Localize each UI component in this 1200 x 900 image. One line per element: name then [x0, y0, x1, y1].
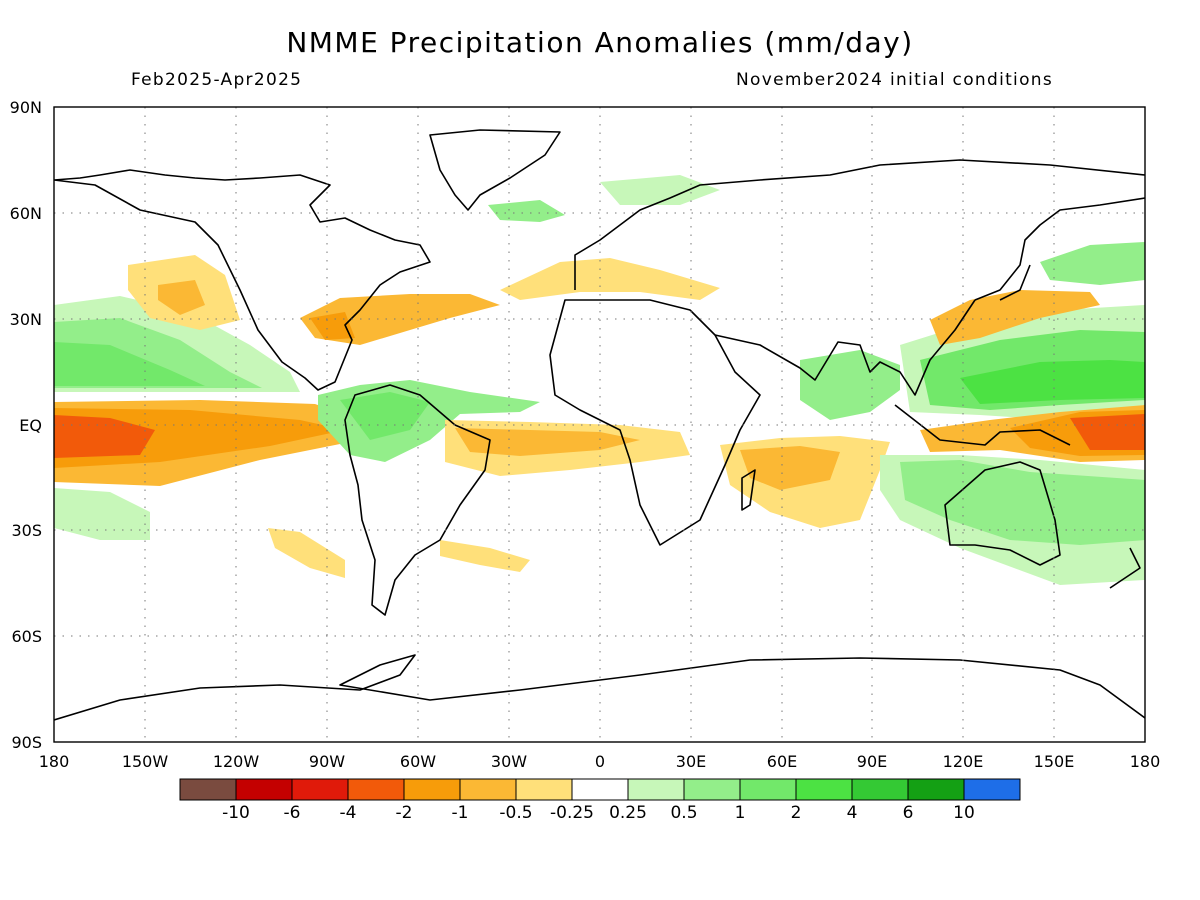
chart-title: NMME Precipitation Anomalies (mm/day)	[286, 26, 914, 59]
wet-region-australia-core	[900, 460, 1145, 545]
colorbar-swatch	[347, 778, 405, 801]
colorbar-swatch	[235, 778, 293, 801]
lat-tick-label: 30N	[10, 310, 42, 329]
colorbar-label: -2	[396, 803, 413, 823]
coast-europe	[574, 159, 1145, 290]
colorbar-label: 0.5	[670, 803, 697, 823]
colorbar-swatch	[907, 778, 965, 801]
latitude-axis: 90N 60N 30N EQ 30S 60S 90S	[10, 98, 42, 752]
lon-tick-label: 30W	[491, 752, 527, 771]
dry-band-atlantic-core	[455, 428, 640, 456]
colorbar-label: 1	[735, 803, 746, 823]
colorbar-label: -10	[222, 803, 250, 823]
lon-tick-label: 180	[1130, 752, 1161, 771]
anomaly-shading	[54, 175, 1145, 585]
coast-north-america	[54, 169, 431, 391]
lon-tick-label: 150E	[1034, 752, 1075, 771]
coast-indonesia	[894, 404, 1071, 446]
coast-japan	[999, 264, 1031, 301]
colorbar-swatch	[683, 778, 741, 801]
coast-greenland	[429, 129, 561, 211]
colorbar-swatch	[291, 778, 349, 801]
colorbar	[179, 778, 1021, 801]
lon-tick-label: 0	[595, 752, 605, 771]
wet-region-nw-pacific	[1040, 242, 1145, 285]
colorbar-swatch	[963, 778, 1021, 801]
wet-region-n-atlantic	[488, 200, 565, 222]
dry-region-ne-pacific-core	[158, 280, 205, 315]
longitude-axis: 180 150W 120W 90W 60W 30W 0 30E 60E 90E …	[39, 752, 1161, 771]
lon-tick-label: 150W	[122, 752, 169, 771]
coast-australia	[944, 461, 1061, 566]
colorbar-label: -4	[340, 803, 357, 823]
colorbar-swatch	[459, 778, 517, 801]
dry-band-pacific-strong	[54, 415, 155, 458]
lon-tick-label: 120W	[213, 752, 260, 771]
dry-region-s-atlantic	[268, 528, 345, 578]
map-frame	[53, 106, 1146, 743]
lat-tick-label: EQ	[19, 416, 42, 435]
colorbar-label: 2	[791, 803, 802, 823]
coast-arabia-india	[714, 299, 976, 396]
wet-region-s-pacific	[54, 488, 150, 540]
colorbar-labels: -10 -6 -4 -2 -1 -0.5 -0.25 0.25 0.5 1 2 4 6 10	[222, 803, 975, 823]
colorbar-label: -6	[284, 803, 301, 823]
lon-tick-label: 90E	[857, 752, 887, 771]
wet-region-w-pacific-strong	[960, 360, 1145, 404]
dry-region-indian-ocean-core	[740, 446, 840, 490]
wet-region-indian-sea	[800, 350, 900, 420]
graticule	[54, 107, 1145, 742]
coast-madagascar	[741, 469, 756, 511]
coastlines	[54, 129, 1145, 721]
colorbar-swatch	[795, 778, 853, 801]
coast-africa	[549, 299, 761, 546]
coast-east-asia	[974, 197, 1145, 301]
lon-tick-label: 60W	[400, 752, 436, 771]
lat-tick-label: 90S	[11, 733, 42, 752]
colorbar-label: 4	[847, 803, 858, 823]
lon-tick-label: 90W	[309, 752, 345, 771]
colorbar-swatch	[179, 778, 237, 801]
lat-tick-label: 30S	[11, 521, 42, 540]
coast-south-america	[344, 384, 491, 616]
wet-region-ne-pacific-strong	[54, 342, 205, 386]
colorbar-swatch	[571, 778, 629, 801]
colorbar-label: -0.25	[550, 803, 594, 823]
wet-region-siberia	[600, 175, 720, 205]
colorbar-label: 10	[953, 803, 975, 823]
colorbar-swatch	[851, 778, 909, 801]
colorbar-swatch	[515, 778, 573, 801]
dry-region-europe	[500, 258, 720, 300]
wet-region-amazon-core	[340, 392, 430, 440]
colorbar-swatch	[403, 778, 461, 801]
colorbar-swatch	[739, 778, 797, 801]
forecast-period: Feb2025-Apr2025	[131, 70, 303, 90]
coast-new-zealand	[1109, 547, 1141, 589]
lon-tick-label: 180	[39, 752, 70, 771]
lon-tick-label: 120E	[943, 752, 984, 771]
colorbar-label: 0.25	[609, 803, 647, 823]
lon-tick-label: 30E	[676, 752, 706, 771]
lat-tick-label: 60S	[11, 627, 42, 646]
lon-tick-label: 60E	[767, 752, 797, 771]
lat-tick-label: 90N	[10, 98, 42, 117]
lat-tick-label: 60N	[10, 204, 42, 223]
initial-conditions: November2024 initial conditions	[736, 70, 1054, 90]
coast-antarctica	[54, 654, 1145, 721]
colorbar-label: -0.5	[499, 803, 532, 823]
colorbar-label: -1	[452, 803, 469, 823]
colorbar-label: 6	[903, 803, 914, 823]
dry-region-eq-w-pacific-strong	[1070, 414, 1145, 450]
dry-region-s-atlantic-2	[440, 540, 530, 572]
colorbar-swatch	[627, 778, 685, 801]
